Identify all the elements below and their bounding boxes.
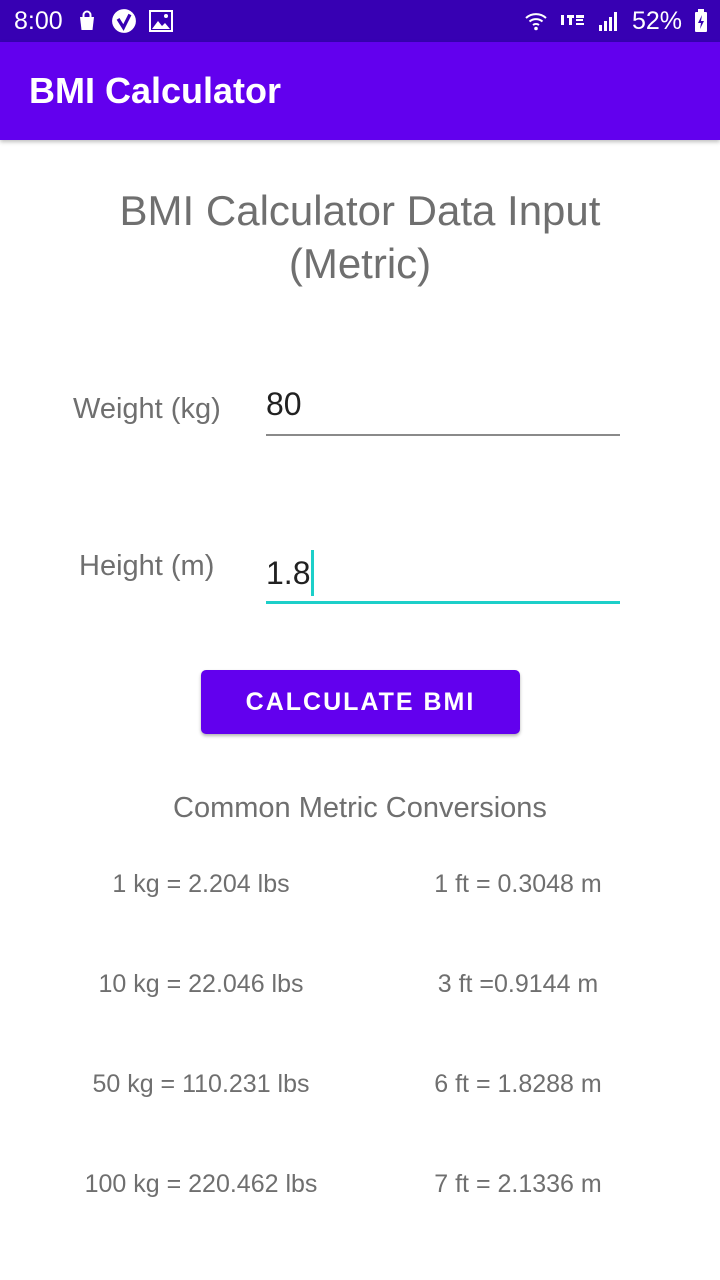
image-icon: [148, 10, 173, 32]
text-cursor: [311, 550, 315, 596]
app-title: BMI Calculator: [29, 70, 282, 111]
lte-icon: [560, 13, 586, 29]
battery-icon: [694, 9, 708, 33]
calculate-bmi-button[interactable]: CALCULATE BMI: [201, 670, 520, 734]
conversion-weight-3: 50 kg = 110.231 lbs: [92, 1070, 310, 1098]
signal-icon: [598, 10, 620, 32]
check-badge-icon: [111, 8, 137, 34]
conversion-weight-1: 1 kg = 2.204 lbs: [112, 870, 290, 898]
status-bar-right: 52%: [524, 7, 708, 36]
conversion-length-4: 7 ft = 2.1336 m: [434, 1170, 602, 1198]
height-value: 1.8: [266, 554, 311, 591]
conversion-length-1: 1 ft = 0.3048 m: [434, 870, 602, 898]
app-bar: BMI Calculator: [0, 42, 720, 140]
wifi-icon: [524, 9, 548, 33]
shopping-bag-icon: [75, 9, 99, 33]
page-title: BMI Calculator Data Input (Metric): [119, 187, 601, 287]
weight-input[interactable]: 80: [266, 386, 620, 438]
conversion-length-2: 3 ft =0.9144 m: [437, 970, 599, 998]
conversion-weight-4: 100 kg = 220.462 lbs: [84, 1170, 318, 1198]
height-input[interactable]: 1.8: [266, 550, 620, 605]
battery-percent: 52%: [631, 6, 682, 35]
conversions-title: Common Metric Conversions: [173, 792, 547, 824]
status-bar-left: 8:00: [14, 7, 173, 36]
status-bar: 8:00 52%: [0, 0, 720, 42]
weight-underline: [266, 434, 620, 436]
weight-label: Weight (kg): [73, 393, 221, 425]
conversion-length-3: 6 ft = 1.8288 m: [434, 1070, 602, 1098]
height-label: Height (m): [79, 550, 215, 582]
weight-value: 80: [266, 386, 302, 422]
status-time: 8:00: [14, 6, 63, 35]
conversion-weight-2: 10 kg = 22.046 lbs: [98, 970, 304, 998]
height-underline: [266, 601, 620, 604]
